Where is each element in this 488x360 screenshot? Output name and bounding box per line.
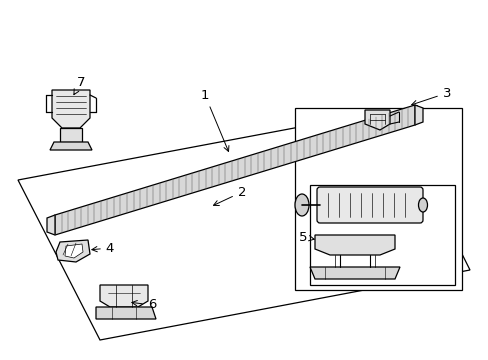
Polygon shape xyxy=(309,267,399,279)
Polygon shape xyxy=(18,110,469,340)
Polygon shape xyxy=(47,215,55,235)
Text: 4: 4 xyxy=(92,242,114,255)
Polygon shape xyxy=(294,108,461,290)
Polygon shape xyxy=(364,110,389,130)
Polygon shape xyxy=(56,240,90,262)
Polygon shape xyxy=(52,90,90,128)
Polygon shape xyxy=(60,128,82,142)
Polygon shape xyxy=(414,105,422,125)
Ellipse shape xyxy=(294,194,308,216)
Text: 6: 6 xyxy=(132,298,156,311)
Text: 2: 2 xyxy=(213,185,246,206)
Text: 3: 3 xyxy=(411,86,450,105)
Polygon shape xyxy=(96,307,156,319)
FancyBboxPatch shape xyxy=(316,187,422,223)
Text: 5: 5 xyxy=(298,230,314,243)
Polygon shape xyxy=(65,244,83,258)
Polygon shape xyxy=(55,105,414,235)
Polygon shape xyxy=(314,235,394,255)
Ellipse shape xyxy=(418,198,427,212)
Polygon shape xyxy=(309,185,454,285)
Text: 7: 7 xyxy=(74,76,85,95)
Polygon shape xyxy=(50,142,92,150)
Polygon shape xyxy=(100,285,148,307)
Text: 1: 1 xyxy=(201,89,228,152)
